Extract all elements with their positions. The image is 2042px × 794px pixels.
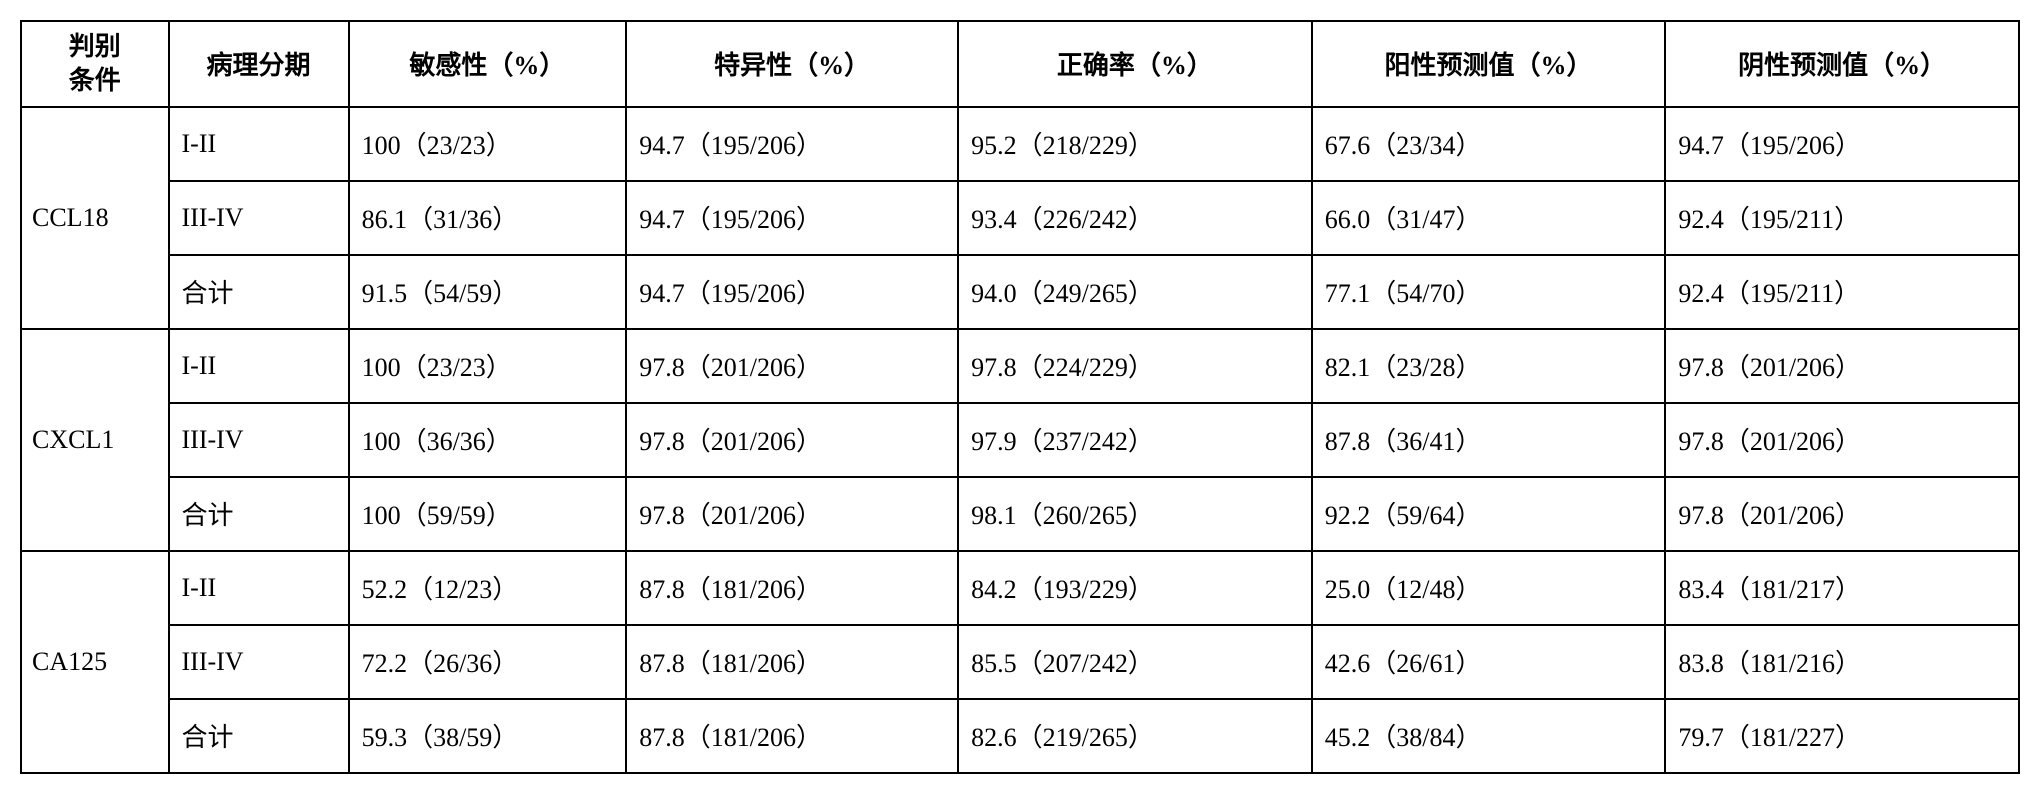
ppv-cell: 87.8（36/41） <box>1312 403 1666 477</box>
header-accuracy: 正确率（%） <box>958 21 1312 107</box>
specificity-cell: 94.7（195/206） <box>626 255 958 329</box>
stage-cell: 合计 <box>169 699 349 773</box>
ppv-cell: 66.0（31/47） <box>1312 181 1666 255</box>
table-row: 合计 91.5（54/59） 94.7（195/206） 94.0（249/26… <box>21 255 2019 329</box>
stage-cell: I-II <box>169 107 349 181</box>
stage-cell: 合计 <box>169 255 349 329</box>
sensitivity-cell: 72.2（26/36） <box>349 625 627 699</box>
ppv-cell: 42.6（26/61） <box>1312 625 1666 699</box>
accuracy-cell: 93.4（226/242） <box>958 181 1312 255</box>
table-body: CCL18 I-II 100（23/23） 94.7（195/206） 95.2… <box>21 107 2019 773</box>
table-row: III-IV 100（36/36） 97.8（201/206） 97.9（237… <box>21 403 2019 477</box>
ppv-cell: 82.1（23/28） <box>1312 329 1666 403</box>
ppv-cell: 25.0（12/48） <box>1312 551 1666 625</box>
header-npv: 阴性预测值（%） <box>1665 21 2019 107</box>
table-row: 合计 100（59/59） 97.8（201/206） 98.1（260/265… <box>21 477 2019 551</box>
specificity-cell: 97.8（201/206） <box>626 477 958 551</box>
accuracy-cell: 97.8（224/229） <box>958 329 1312 403</box>
specificity-cell: 87.8（181/206） <box>626 625 958 699</box>
table-row: CCL18 I-II 100（23/23） 94.7（195/206） 95.2… <box>21 107 2019 181</box>
marker-cell: CCL18 <box>21 107 169 329</box>
sensitivity-cell: 100（23/23） <box>349 107 627 181</box>
header-criterion: 判别 条件 <box>21 21 169 107</box>
stage-cell: III-IV <box>169 625 349 699</box>
header-stage: 病理分期 <box>169 21 349 107</box>
npv-cell: 97.8（201/206） <box>1665 329 2019 403</box>
stage-cell: I-II <box>169 329 349 403</box>
npv-cell: 79.7（181/227） <box>1665 699 2019 773</box>
accuracy-cell: 85.5（207/242） <box>958 625 1312 699</box>
npv-cell: 92.4（195/211） <box>1665 181 2019 255</box>
ppv-cell: 77.1（54/70） <box>1312 255 1666 329</box>
table-row: III-IV 86.1（31/36） 94.7（195/206） 93.4（22… <box>21 181 2019 255</box>
table-row: 合计 59.3（38/59） 87.8（181/206） 82.6（219/26… <box>21 699 2019 773</box>
ppv-cell: 45.2（38/84） <box>1312 699 1666 773</box>
sensitivity-cell: 86.1（31/36） <box>349 181 627 255</box>
accuracy-cell: 97.9（237/242） <box>958 403 1312 477</box>
header-specificity: 特异性（%） <box>626 21 958 107</box>
marker-cell: CXCL1 <box>21 329 169 551</box>
specificity-cell: 97.8（201/206） <box>626 329 958 403</box>
accuracy-cell: 94.0（249/265） <box>958 255 1312 329</box>
sensitivity-cell: 91.5（54/59） <box>349 255 627 329</box>
sensitivity-cell: 100（36/36） <box>349 403 627 477</box>
table-row: III-IV 72.2（26/36） 87.8（181/206） 85.5（20… <box>21 625 2019 699</box>
npv-cell: 97.8（201/206） <box>1665 477 2019 551</box>
npv-cell: 97.8（201/206） <box>1665 403 2019 477</box>
npv-cell: 83.8（181/216） <box>1665 625 2019 699</box>
npv-cell: 83.4（181/217） <box>1665 551 2019 625</box>
accuracy-cell: 84.2（193/229） <box>958 551 1312 625</box>
diagnostic-performance-table: 判别 条件 病理分期 敏感性（%） 特异性（%） 正确率（%） 阳性预测值（%）… <box>20 20 2020 774</box>
specificity-cell: 97.8（201/206） <box>626 403 958 477</box>
sensitivity-cell: 100（59/59） <box>349 477 627 551</box>
accuracy-cell: 82.6（219/265） <box>958 699 1312 773</box>
marker-cell: CA125 <box>21 551 169 773</box>
accuracy-cell: 98.1（260/265） <box>958 477 1312 551</box>
header-ppv: 阳性预测值（%） <box>1312 21 1666 107</box>
sensitivity-cell: 59.3（38/59） <box>349 699 627 773</box>
npv-cell: 94.7（195/206） <box>1665 107 2019 181</box>
sensitivity-cell: 52.2（12/23） <box>349 551 627 625</box>
ppv-cell: 92.2（59/64） <box>1312 477 1666 551</box>
header-criterion-line1: 判别 条件 <box>69 32 121 95</box>
stage-cell: III-IV <box>169 181 349 255</box>
npv-cell: 92.4（195/211） <box>1665 255 2019 329</box>
stage-cell: 合计 <box>169 477 349 551</box>
specificity-cell: 87.8（181/206） <box>626 551 958 625</box>
ppv-cell: 67.6（23/34） <box>1312 107 1666 181</box>
stage-cell: III-IV <box>169 403 349 477</box>
table-header-row: 判别 条件 病理分期 敏感性（%） 特异性（%） 正确率（%） 阳性预测值（%）… <box>21 21 2019 107</box>
specificity-cell: 94.7（195/206） <box>626 107 958 181</box>
specificity-cell: 87.8（181/206） <box>626 699 958 773</box>
specificity-cell: 94.7（195/206） <box>626 181 958 255</box>
sensitivity-cell: 100（23/23） <box>349 329 627 403</box>
header-sensitivity: 敏感性（%） <box>349 21 627 107</box>
table-row: CA125 I-II 52.2（12/23） 87.8（181/206） 84.… <box>21 551 2019 625</box>
table-row: CXCL1 I-II 100（23/23） 97.8（201/206） 97.8… <box>21 329 2019 403</box>
stage-cell: I-II <box>169 551 349 625</box>
accuracy-cell: 95.2（218/229） <box>958 107 1312 181</box>
